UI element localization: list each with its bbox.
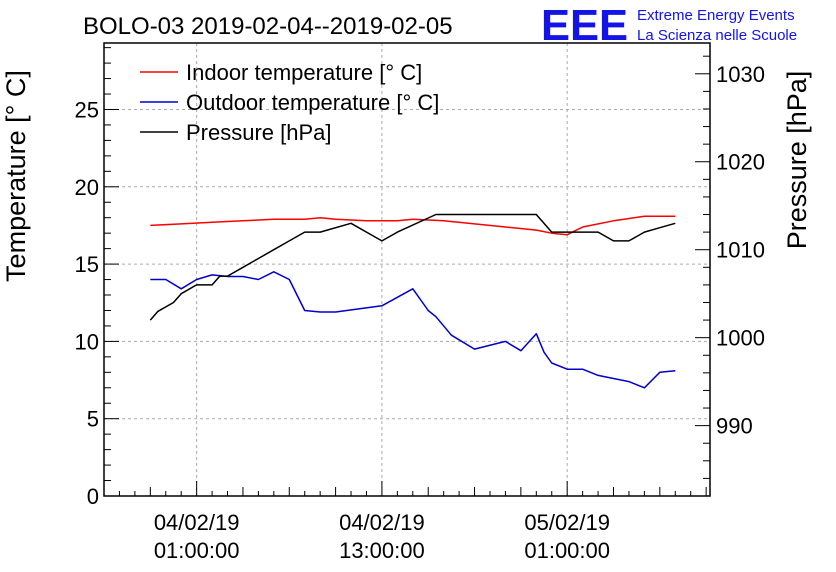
y2-tick-label: 1030 (716, 62, 765, 87)
y-axis-label: Temperature [° C] (1, 70, 31, 282)
outdoor-temperature-line (150, 271, 676, 389)
x-tick-label-time: 01:00:00 (154, 538, 240, 563)
logo-line-1: Extreme Energy Events (637, 7, 795, 24)
x-tick-label-time: 01:00:00 (524, 538, 610, 563)
y-tick-label: 10 (75, 329, 99, 354)
y2-tick-label: 1000 (716, 326, 765, 351)
series-layer (149, 213, 676, 389)
gridlines (104, 43, 710, 496)
y-tick-label: 0 (87, 484, 99, 509)
legend: Indoor temperature [° C] Outdoor temperat… (140, 60, 439, 145)
pressure-line (149, 213, 676, 321)
y-tick-label: 15 (75, 252, 99, 277)
x-tick-label-date: 04/02/19 (339, 510, 425, 535)
plot-frame (103, 42, 711, 497)
chart-title: BOLO-03 2019-02-04--2019-02-05 (83, 13, 453, 40)
eee-logo: EEE Extreme Energy Events La Scienza nel… (541, 1, 797, 50)
legend-indoor-label: Indoor temperature [° C] (186, 60, 422, 85)
y2-axis-label: Pressure [hPa] (782, 71, 812, 250)
legend-outdoor-label: Outdoor temperature [° C] (186, 90, 439, 115)
legend-pressure-label: Pressure [hPa] (186, 120, 332, 145)
axes: 0 5 10 15 20 25 990 1000 1010 1020 1030 04/02/19 01:… (75, 47, 765, 563)
logo-line-2: La Scienza nelle Scuole (637, 27, 797, 44)
x-tick-label-date: 04/02/19 (154, 510, 240, 535)
y2-tick-label: 1020 (716, 150, 765, 175)
y-tick-label: 25 (75, 97, 99, 122)
x-tick-label-time: 13:00:00 (339, 538, 425, 563)
y2-tick-label: 990 (716, 414, 753, 439)
y-tick-label: 5 (87, 407, 99, 432)
y-tick-label: 20 (75, 175, 99, 200)
y2-tick-label: 1010 (716, 238, 765, 263)
indoor-temperature-line (150, 215, 676, 236)
x-tick-label-date: 05/02/19 (524, 510, 610, 535)
logo-letters: EEE (541, 1, 628, 50)
